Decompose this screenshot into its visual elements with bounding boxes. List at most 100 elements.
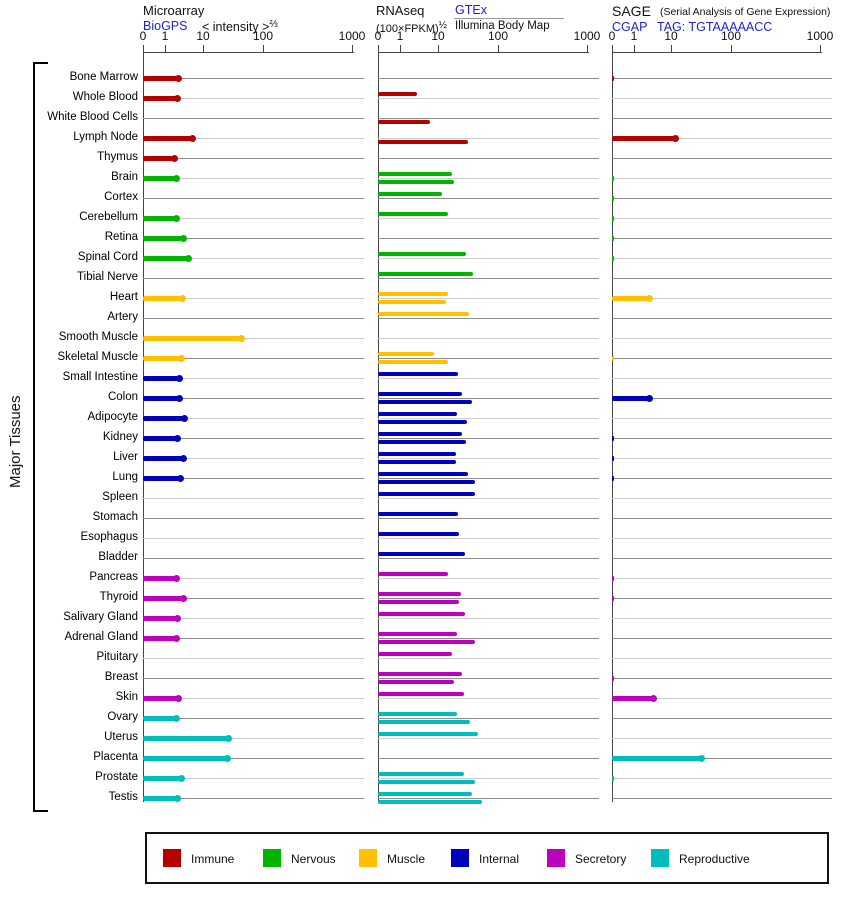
expression-bar — [378, 252, 466, 256]
axis-tick-label: 1000 — [573, 29, 601, 43]
expression-bar — [378, 512, 458, 516]
expression-bar — [378, 360, 448, 364]
expression-bar — [143, 696, 179, 701]
expression-bar — [143, 256, 189, 261]
axis-tick-label: 0 — [139, 29, 147, 43]
row-gridline — [143, 598, 364, 599]
row-gridline — [143, 538, 364, 539]
tissue-label: White Blood Cells — [47, 111, 138, 123]
expression-bar-cap — [646, 395, 653, 402]
expression-bar — [378, 652, 452, 656]
axis-tick — [378, 45, 379, 52]
expression-bar-cap — [175, 75, 182, 82]
axis-tick-label: 1 — [161, 29, 169, 43]
expression-bar — [378, 352, 434, 356]
expression-bar — [378, 640, 475, 644]
row-gridline — [378, 598, 599, 599]
axis-tick-label: 100 — [487, 29, 509, 43]
cgap-link[interactable]: CGAP — [612, 20, 648, 34]
expression-bar — [378, 572, 448, 576]
tissue-label: Cerebellum — [79, 211, 138, 223]
microarray-units-exponent: ⅔ — [269, 19, 278, 30]
row-gridline — [612, 298, 832, 299]
internal-legend-label: Internal — [479, 852, 520, 866]
expression-bar — [612, 136, 676, 141]
row-gridline — [612, 238, 832, 239]
tissue-label: Skin — [115, 691, 138, 703]
expression-bar-cap — [672, 135, 679, 142]
expression-bar — [143, 596, 184, 601]
axis-tick-label: 10 — [664, 29, 678, 43]
row-gridline — [143, 138, 364, 139]
expression-bar — [143, 716, 177, 721]
tissue-label: Liver — [113, 451, 138, 463]
expression-bar — [143, 616, 178, 621]
sage-tag-label: TAG: TGTAAAAACC — [657, 20, 773, 34]
internal-legend-swatch — [451, 849, 469, 867]
expression-bar — [378, 492, 475, 496]
expression-bar-cap — [171, 155, 178, 162]
axis-tick — [263, 45, 264, 52]
row-gridline — [378, 758, 599, 759]
row-gridline — [378, 298, 599, 299]
expression-bar — [378, 432, 462, 436]
expression-bar — [378, 780, 475, 784]
row-gridline — [612, 118, 832, 119]
tissue-label: Lung — [112, 471, 138, 483]
expression-bar — [143, 376, 180, 381]
row-gridline — [143, 358, 364, 359]
expression-bar — [378, 452, 456, 456]
tissue-label: Pituitary — [96, 651, 138, 663]
biogps-link[interactable]: BioGPS — [143, 19, 188, 33]
expression-bar — [378, 372, 458, 376]
expression-bar — [143, 756, 228, 761]
row-gridline — [612, 658, 832, 659]
tissue-label: Ovary — [107, 711, 138, 723]
tissue-label: Adipocyte — [87, 411, 138, 423]
gtex-link[interactable]: GTEx — [455, 3, 487, 17]
expression-bar — [143, 236, 184, 241]
tissue-label: Salivary Gland — [63, 611, 138, 623]
row-gridline — [612, 478, 832, 479]
expression-bar — [612, 76, 614, 81]
expression-bar — [143, 736, 229, 741]
axis-tick — [203, 45, 204, 52]
expression-bar — [378, 140, 468, 144]
row-gridline — [378, 638, 599, 639]
expression-bar — [378, 800, 482, 804]
expression-bar — [378, 732, 478, 736]
expression-bar — [378, 272, 473, 276]
expression-bar — [378, 172, 452, 176]
row-gridline — [143, 438, 364, 439]
expression-bar-cap — [179, 295, 186, 302]
secretory-legend-label: Secretory — [575, 852, 627, 866]
expression-bar — [143, 356, 182, 361]
expression-bar — [143, 396, 180, 401]
row-gridline — [612, 618, 832, 619]
expression-bar-cap — [175, 695, 182, 702]
secretory-legend-swatch — [547, 849, 565, 867]
tissue-label: Thyroid — [99, 591, 138, 603]
row-gridline — [612, 438, 832, 439]
reproductive-legend-swatch — [651, 849, 669, 867]
axis-ruler — [612, 52, 822, 53]
row-gridline — [378, 118, 599, 119]
nervous-legend-label: Nervous — [291, 852, 336, 866]
expression-bar — [612, 236, 614, 241]
row-gridline — [143, 378, 364, 379]
expression-bar-cap — [189, 135, 196, 142]
row-gridline — [378, 238, 599, 239]
row-gridline — [378, 378, 599, 379]
row-gridline — [378, 98, 599, 99]
row-gridline — [612, 258, 832, 259]
expression-bar — [143, 136, 193, 141]
row-gridline — [612, 778, 832, 779]
row-gridline — [378, 218, 599, 219]
microarray-units: < intensity >⅔ — [202, 19, 278, 34]
row-gridline — [143, 238, 364, 239]
tissue-label: Bladder — [98, 551, 138, 563]
expression-bar — [378, 120, 430, 124]
expression-bar — [378, 792, 472, 796]
tissue-label: Artery — [107, 311, 138, 323]
